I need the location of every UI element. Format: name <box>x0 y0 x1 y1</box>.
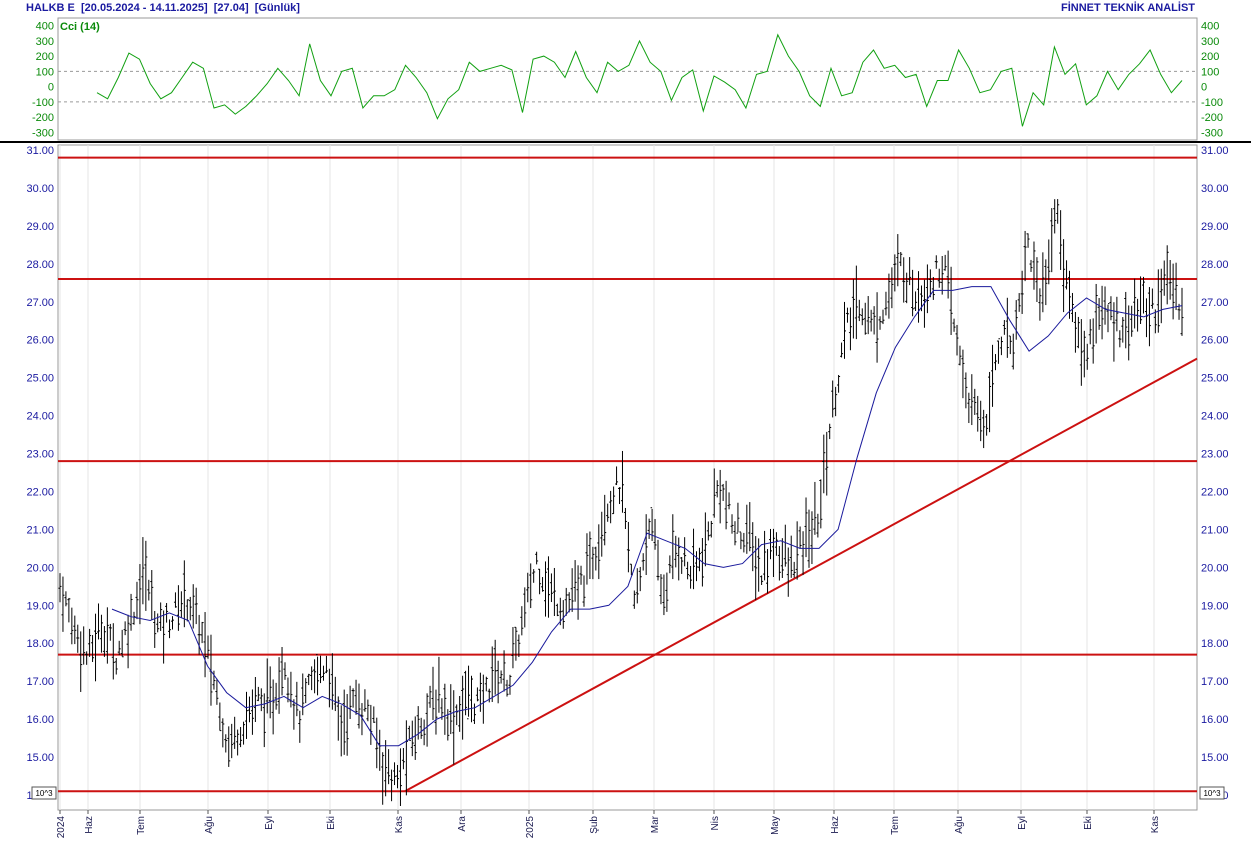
cci-ytick-left: -100 <box>32 97 54 109</box>
price-ytick-left: 29.00 <box>26 221 54 233</box>
cci-ytick-right: -300 <box>1201 127 1223 139</box>
xtick-label: Ara <box>457 816 468 832</box>
cci-ytick-left: -300 <box>32 127 54 139</box>
header-title: HALKB E [20.05.2024 - 14.11.2025] [27.04… <box>26 2 300 14</box>
xtick-label: Tem <box>136 816 147 835</box>
scale-label: 10^3 <box>1203 789 1221 798</box>
cci-ytick-right: 100 <box>1201 66 1219 78</box>
price-ytick-right: 23.00 <box>1201 449 1229 461</box>
header-period: [Günlük] <box>254 2 300 14</box>
price-ytick-right: 22.00 <box>1201 486 1229 498</box>
xtick-label: Mar <box>650 815 661 833</box>
xtick-label: Tem <box>890 816 901 835</box>
price-ytick-right: 25.00 <box>1201 373 1229 385</box>
xtick-label: Eyl <box>1017 816 1028 830</box>
price-ytick-right: 20.00 <box>1201 562 1229 574</box>
cci-ytick-left: 400 <box>36 21 54 33</box>
price-ytick-right: 24.00 <box>1201 411 1229 423</box>
xtick-label: Haz <box>84 816 95 834</box>
cci-ytick-right: 300 <box>1201 36 1219 48</box>
cci-title: Cci (14) <box>60 21 100 33</box>
xtick-label: Haz <box>830 816 841 834</box>
cci-panel-frame <box>57 17 1198 141</box>
cci-ytick-right: 0 <box>1201 82 1207 94</box>
price-ytick-left: 15.00 <box>26 752 54 764</box>
scale-label-box <box>31 786 57 800</box>
price-ytick-left: 27.00 <box>26 297 54 309</box>
cci-ytick-right: -100 <box>1201 97 1223 109</box>
price-ytick-left: 30.00 <box>26 183 54 195</box>
price-panel-frame <box>57 144 1198 811</box>
xtick-label: Ağu <box>204 816 215 834</box>
xtick-label: Eki <box>326 816 337 830</box>
cci-ytick-left: 0 <box>48 82 54 94</box>
price-ytick-right: 21.00 <box>1201 524 1229 536</box>
price-ytick-right: 27.00 <box>1201 297 1229 309</box>
xtick-label: Eyl <box>264 816 275 830</box>
cci-ytick-left: -200 <box>32 112 54 124</box>
xtick-label: Nis <box>710 816 721 830</box>
price-ytick-left: 31.00 <box>26 145 54 157</box>
price-ytick-right: 30.00 <box>1201 183 1229 195</box>
header-last: [27.04] <box>213 2 249 14</box>
xtick-label: Kas <box>394 816 405 833</box>
ohlc-bars <box>58 199 1184 806</box>
price-ytick-left: 20.00 <box>26 562 54 574</box>
price-ytick-right: 16.00 <box>1201 714 1229 726</box>
cci-ytick-left: 100 <box>36 66 54 78</box>
header-ticker: HALKB E <box>26 2 75 14</box>
trend-line <box>404 357 1198 793</box>
price-ytick-right: 17.00 <box>1201 676 1229 688</box>
price-ytick-left: 26.00 <box>26 335 54 347</box>
price-ytick-left: 24.00 <box>26 411 54 423</box>
price-ytick-left: 25.00 <box>26 373 54 385</box>
price-ytick-right: 29.00 <box>1201 221 1229 233</box>
scale-label-box <box>1199 786 1225 800</box>
xtick-label: 2024 <box>56 816 67 839</box>
xtick-label: Şub <box>589 816 600 834</box>
price-ytick-right: 15.00 <box>1201 752 1229 764</box>
xtick-label: Kas <box>1150 816 1161 833</box>
price-ytick-right: 31.00 <box>1201 145 1229 157</box>
xtick-label: Ağu <box>954 816 965 834</box>
xtick-label: May <box>770 816 781 835</box>
cci-ytick-right: 200 <box>1201 51 1219 63</box>
moving-average-line <box>111 286 1183 747</box>
scale-label: 10^3 <box>35 789 53 798</box>
xtick-label: 2025 <box>525 816 536 839</box>
price-ytick-right: 26.00 <box>1201 335 1229 347</box>
price-ytick-right: 28.00 <box>1201 259 1229 271</box>
price-ytick-left: 22.00 <box>26 486 54 498</box>
price-ytick-right: 19.00 <box>1201 600 1229 612</box>
header-brand: FİNNET TEKNİK ANALİST <box>1060 2 1195 14</box>
cci-ytick-left: 300 <box>36 36 54 48</box>
cci-ytick-left: 200 <box>36 51 54 63</box>
cci-ytick-right: -200 <box>1201 112 1223 124</box>
price-ytick-left: 21.00 <box>26 524 54 536</box>
price-ytick-left: 28.00 <box>26 259 54 271</box>
xtick-label: Eki <box>1083 816 1094 830</box>
price-ytick-left: 23.00 <box>26 449 54 461</box>
price-ytick-left: 19.00 <box>26 600 54 612</box>
header-range: [20.05.2024 - 14.11.2025] <box>81 2 208 14</box>
price-ytick-left: 17.00 <box>26 676 54 688</box>
price-ytick-left: 18.00 <box>26 638 54 650</box>
cci-ytick-right: 400 <box>1201 21 1219 33</box>
price-ytick-left: 16.00 <box>26 714 54 726</box>
cci-series-line <box>96 33 1183 127</box>
price-ytick-right: 18.00 <box>1201 638 1229 650</box>
